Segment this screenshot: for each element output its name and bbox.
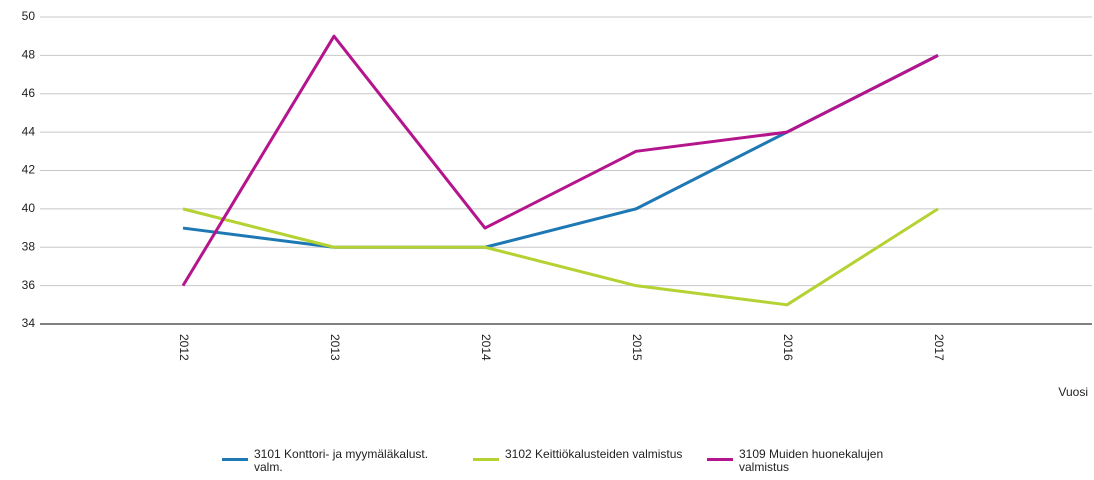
legend-label: 3101 Konttori- ja myymäläkalust. valm. [254,447,429,474]
y-tick-label: 46 [22,86,36,100]
series-line [181,34,939,287]
chart: 34 36 38 40 42 44 46 48 50 2012 2013 2014 2015 2016 20… [22,9,1092,399]
x-tick-label: 2012 [177,334,191,361]
y-tick-label: 40 [22,201,36,215]
series-line [182,207,939,307]
y-tick-label: 34 [22,316,36,330]
y-tick-label: 38 [22,239,36,253]
legend-swatch [473,458,499,461]
x-tick-label: 2014 [479,334,493,361]
y-tick-label: 48 [22,48,36,62]
legend-swatch [222,458,248,461]
legend-label: 3102 Keittiökalusteiden valmistus [505,447,683,461]
x-tick-label: 2016 [781,334,795,361]
y-tick-label: 50 [22,9,36,23]
x-axis-label: Vuosi [1058,385,1088,399]
y-tick-label: 44 [22,124,36,138]
legend-item: 3102 Keittiökalusteiden valmistus [473,448,710,461]
legend-swatch [707,458,733,461]
legend-item: 3101 Konttori- ja myymäläkalust. valm. [222,448,459,474]
series-line [182,54,939,249]
y-tick-label: 36 [22,278,36,292]
x-tick-label: 2013 [328,334,342,361]
legend-item: 3109 Muiden huonekalujen valmistus [707,448,909,474]
x-tick-label: 2017 [932,334,946,361]
y-tick-label: 42 [22,163,36,177]
x-tick-label: 2015 [630,334,644,361]
legend-label: 3109 Muiden huonekalujen valmistus [739,447,884,474]
